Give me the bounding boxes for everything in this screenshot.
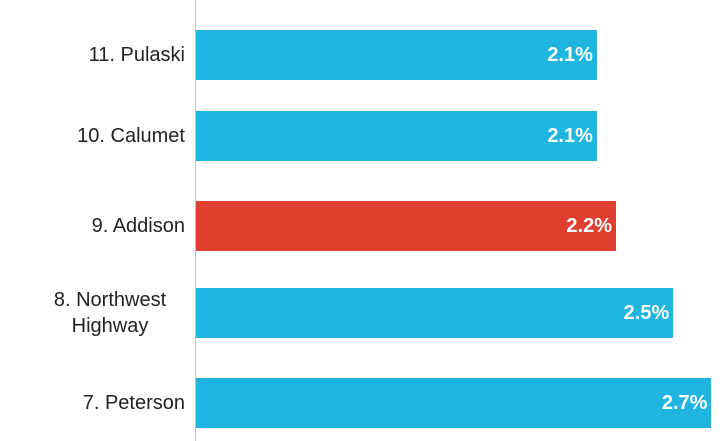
category-label: 8. Northwest Highway [15,283,185,343]
value-label: 2.7% [661,392,708,414]
bar: 2.2% [196,201,616,251]
category-label: 10. Calumet [15,106,185,166]
value-label: 2.5% [623,302,670,324]
bar: 2.5% [196,288,674,338]
category-text: 11. Pulaski [88,44,185,66]
category-text: 10. Calumet [77,125,185,147]
axis-line [195,0,196,441]
category-text: 9. Addison [91,215,185,237]
bar: 2.1% [196,111,597,161]
category-label: 7. Peterson [15,373,185,433]
category-text: 8. Northwest Highway [53,289,167,337]
category-label: 9. Addison [15,196,185,256]
value-label: 2.1% [547,44,593,66]
bar: 2.1% [196,30,597,80]
category-label: 11. Pulaski [15,25,185,85]
bar: 2.7% [196,378,712,428]
value-label: 2.2% [566,215,612,237]
category-text: 7. Peterson [82,392,185,414]
value-label: 2.1% [547,125,593,147]
